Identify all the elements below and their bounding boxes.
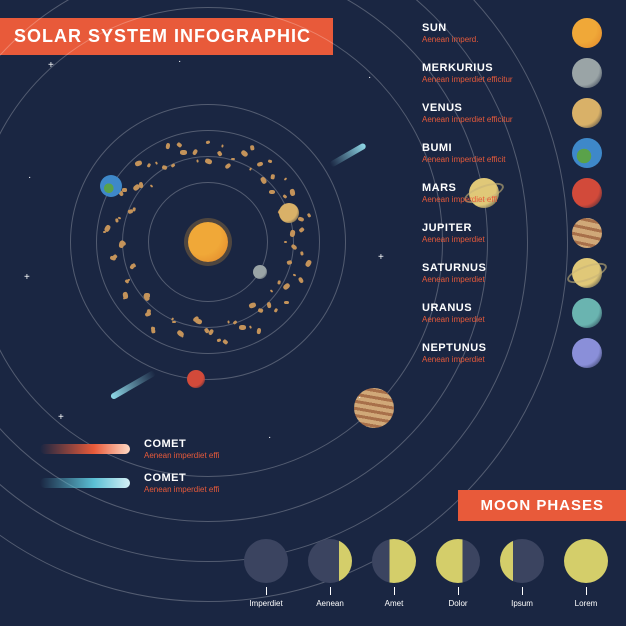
comet-section: COMETAenean imperdiet effi COMETAenean im… [40,438,219,506]
legend-name: JUPITER [422,222,562,234]
legend-planet-icon [572,298,602,328]
moon-label: Lorem [575,599,598,608]
legend-planet-icon [572,98,602,128]
legend-planet-icon [572,58,602,88]
comet-icon [40,444,130,454]
legend-planet-icon [572,258,602,288]
moon-phase: Dolor [436,539,480,608]
moon-label: Ipsum [511,599,533,608]
legend-item: SUNAenean imperd. [422,18,602,48]
legend-desc: Aenean imperdiet efficitur [422,115,562,124]
legend-desc: Aenean imperdiet [422,315,562,324]
moon-phase: Ipsum [500,539,544,608]
comet-item: COMETAenean imperdiet effi [40,438,219,460]
moon-icon [372,539,416,583]
legend-planet-icon [572,178,602,208]
legend-desc: Aenean imperd. [422,35,562,44]
moon-label: Aenean [316,599,344,608]
legend-desc: Aenean imperdiet [422,235,562,244]
legend-name: BUMI [422,142,562,154]
sun [188,222,228,262]
moon-icon [564,539,608,583]
moon-label: Imperdiet [249,599,282,608]
moon-icon [308,539,352,583]
moon-phase: Aenean [308,539,352,608]
legend-name: MARS [422,182,562,194]
moon-phase: Lorem [564,539,608,608]
legend-item: NEPTUNUSAenean imperdiet [422,338,602,368]
legend-desc: Aenean imperdiet effi [422,195,562,204]
legend-planet-icon [572,338,602,368]
legend-desc: Aenean imperdiet [422,355,562,364]
legend-planet-icon [572,18,602,48]
moon-label: Amet [385,599,404,608]
legend-item: JUPITERAenean imperdiet [422,218,602,248]
legend-desc: Aenean imperdiet efficitur [422,75,562,84]
legend-name: VENUS [422,102,562,114]
moon-icon [244,539,288,583]
legend-item: VENUSAenean imperdiet efficitur [422,98,602,128]
moon-title: MOON PHASES [458,490,626,521]
comet-icon [40,478,130,488]
moon-icon [500,539,544,583]
planet-earth [100,175,122,197]
planet-mars [187,370,205,388]
moon-row: Imperdiet Aenean Amet Dolor Ipsum Lorem [226,533,626,608]
legend-name: MERKURIUS [422,62,562,74]
legend-item: BUMIAenean imperdiet efficit [422,138,602,168]
moon-phase: Amet [372,539,416,608]
legend-name: URANUS [422,302,562,314]
moon-label: Dolor [448,599,467,608]
legend-name: NEPTUNUS [422,342,562,354]
legend-planet-icon [572,218,602,248]
legend-desc: Aenean imperdiet [422,275,562,284]
legend-item: MARSAenean imperdiet effi [422,178,602,208]
legend-item: MERKURIUSAenean imperdiet efficitur [422,58,602,88]
moon-phase: Imperdiet [244,539,288,608]
legend-item: SATURNUSAenean imperdiet [422,258,602,288]
legend-item: URANUSAenean imperdiet [422,298,602,328]
planet-venus [279,203,299,223]
legend-desc: Aenean imperdiet efficit [422,155,562,164]
comet-item: COMETAenean imperdiet effi [40,472,219,494]
solar-system-diagram: +··++·+·· [18,52,398,432]
moon-icon [436,539,480,583]
moon-phases-section: MOON PHASES Imperdiet Aenean Amet Dolor Ipsu… [226,490,626,608]
legend-name: SATURNUS [422,262,562,274]
legend-name: SUN [422,22,562,34]
planet-mercury [253,265,267,279]
planet-legend: SUNAenean imperd.MERKURIUSAenean imperdi… [422,18,602,378]
legend-planet-icon [572,138,602,168]
